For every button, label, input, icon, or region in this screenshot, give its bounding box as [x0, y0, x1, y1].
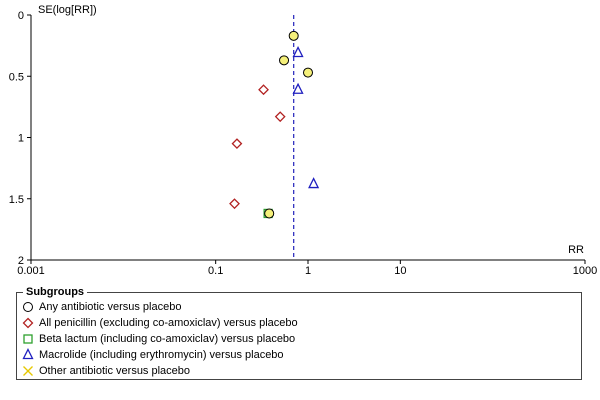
- legend-item: Other antibiotic versus placebo: [21, 363, 298, 379]
- y-tick-label: 2: [18, 255, 24, 267]
- data-point-triangle: [292, 82, 304, 94]
- y-axis-label: SE(log[RR]): [38, 4, 97, 16]
- data-point-diamond: [258, 84, 269, 96]
- legend-item: Macrolide (including erythromycin) versu…: [21, 347, 298, 363]
- funnel-plot: SE(log[RR]) RR 0 0.5 1 1.5 2 0.001 0.1 1 10 1000: [9, 4, 598, 277]
- circle-legend-icon: [23, 302, 33, 312]
- legend-item: Any antibiotic versus placebo: [21, 299, 298, 315]
- y-tick-label: 1: [18, 133, 24, 145]
- x-tick-label: 1000: [573, 265, 597, 277]
- legend-items: Any antibiotic versus placebo All penicil…: [21, 299, 298, 379]
- x-tick-label: 0.001: [17, 265, 45, 277]
- legend-item: All penicillin (excluding co-amoxiclav) …: [21, 315, 298, 331]
- legend-label: Any antibiotic versus placebo: [39, 301, 182, 313]
- y-ticks: 0 0.5 1 1.5 2: [9, 10, 31, 267]
- y-tick-label: 1.5: [9, 194, 24, 206]
- data-point-circle: [264, 208, 275, 219]
- data-point-triangle: [308, 177, 320, 189]
- data-point-circle: [288, 30, 299, 41]
- x-tick-label: 1: [305, 265, 311, 277]
- cross-legend-icon: [23, 366, 33, 376]
- y-tick-label: 0: [18, 10, 24, 22]
- legend-label: Macrolide (including erythromycin) versu…: [39, 349, 284, 361]
- legend-title: Subgroups: [23, 285, 88, 299]
- data-point-diamond: [231, 138, 243, 150]
- square-legend-icon: [23, 334, 33, 344]
- diamond-legend-icon: [22, 317, 34, 329]
- data-point-triangle: [292, 46, 304, 58]
- legend: Subgroups Any antibiotic versus placebo A…: [16, 285, 582, 380]
- y-tick-label: 0.5: [9, 71, 24, 83]
- triangle-legend-icon: [22, 348, 34, 360]
- legend-label: Other antibiotic versus placebo: [39, 365, 191, 377]
- x-tick-label: 10: [394, 265, 406, 277]
- legend-label: Beta lactum (including co-amoxiclav) ver…: [39, 333, 296, 345]
- data-point-circle: [303, 67, 313, 78]
- data-point-diamond: [229, 198, 240, 210]
- x-axis-label: RR: [568, 244, 584, 256]
- legend-label: All penicillin (excluding co-amoxiclav) …: [39, 317, 298, 329]
- x-tick-label: 0.1: [208, 265, 223, 277]
- legend-item: Beta lactum (including co-amoxiclav) ver…: [21, 331, 298, 347]
- data-point-circle: [279, 55, 290, 66]
- data-point-diamond: [274, 111, 286, 123]
- x-ticks: 0.001 0.1 1 10 1000: [17, 260, 597, 277]
- data-points: [229, 30, 320, 219]
